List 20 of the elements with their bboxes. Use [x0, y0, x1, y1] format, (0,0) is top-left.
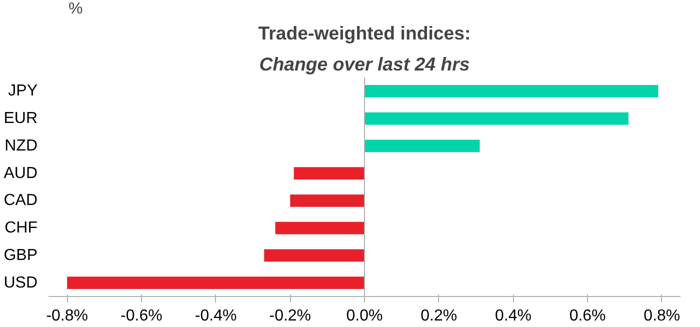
y-tick-label: EUR [4, 110, 38, 128]
x-tick-label: 0.0% [346, 308, 383, 324]
x-tick-label: -0.2% [269, 308, 312, 324]
chart-title: Trade-weighted indices: [258, 22, 471, 44]
text: % [68, 0, 83, 18]
x-tick-label: 0.6% [569, 308, 606, 324]
y-tick-label: NZD [4, 137, 38, 154]
x-tick-label: 0.2% [420, 308, 458, 324]
y-tick-label: JPY [8, 82, 38, 100]
y-tick-label: CHF [4, 220, 38, 237]
x-tick-label: 0.4% [494, 308, 532, 324]
y-tick-label: AUD [4, 164, 38, 182]
y-tick-label: USD [4, 274, 38, 292]
y-tick-label: CAD [4, 192, 38, 210]
x-tick-label: 0.8% [644, 308, 680, 324]
y-tick-label: GBP [4, 246, 38, 264]
x-tick-label: -0.6% [120, 308, 162, 324]
x-tick-label: -0.4% [194, 308, 237, 324]
x-tick-label: -0.8% [46, 308, 88, 324]
chart-subtitle: Change over last 24 hrs [259, 54, 470, 74]
